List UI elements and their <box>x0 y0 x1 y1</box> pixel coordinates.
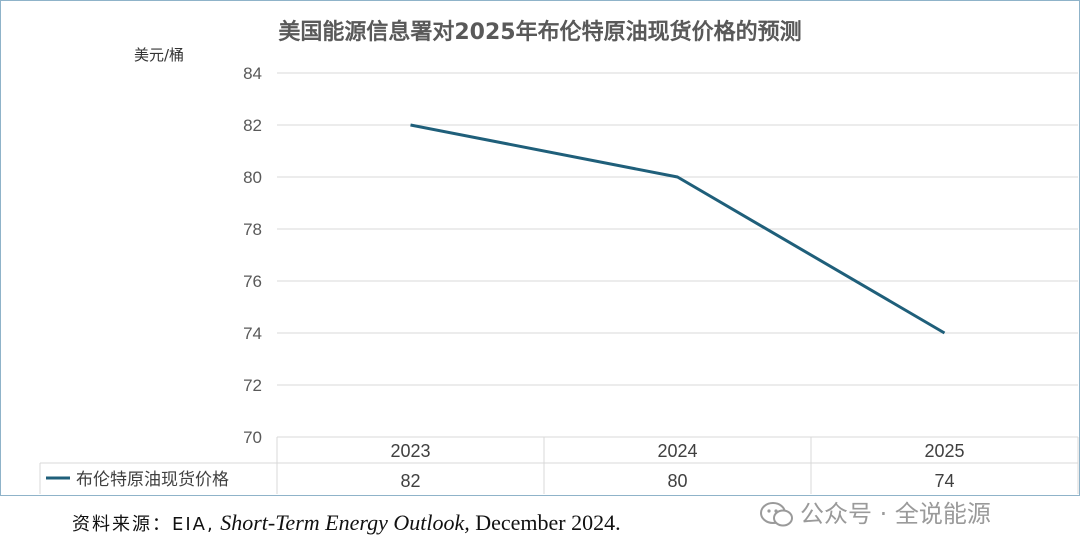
data-table-value: 74 <box>934 471 954 491</box>
data-table: 2023 2024 2025 82 80 74 布伦特原油现货价格 <box>39 436 1079 494</box>
source-note: 资料来源：EIA, Short-Term Energy Outlook, Dec… <box>72 510 621 536</box>
data-table-value: 80 <box>667 471 687 491</box>
y-tick-label: 74 <box>243 324 262 343</box>
y-tick-label: 84 <box>243 64 262 83</box>
data-table-value: 82 <box>400 471 420 491</box>
chart-frame <box>0 0 1080 496</box>
source-title: Short-Term Energy Outlook, <box>220 510 470 535</box>
y-tick-label: 72 <box>243 376 262 395</box>
y-axis-unit-label: 美元/桶 <box>134 46 185 64</box>
series-lines <box>410 123 946 335</box>
wechat-icon <box>760 502 793 527</box>
legend-series-name: 布伦特原油现货价格 <box>76 470 229 490</box>
source-date: December 2024. <box>475 510 621 535</box>
watermark: 公众号 · 全说能源 <box>760 494 991 529</box>
y-tick-label: 82 <box>243 116 262 135</box>
x-category-label: 2025 <box>924 441 964 461</box>
y-tick-label: 70 <box>243 428 262 447</box>
y-tick-label: 76 <box>243 272 262 291</box>
series-line <box>410 123 946 335</box>
x-category-label: 2023 <box>390 441 430 461</box>
source-prefix: 资料来源：EIA, <box>72 514 215 535</box>
grid-lines <box>277 72 1078 386</box>
watermark-text: 公众号 · 全说能源 <box>800 500 991 528</box>
y-tick-label: 80 <box>243 168 262 187</box>
line-chart: 70 72 74 76 78 80 82 84 2023 2024 2025 82 80 74 布伦特原油… <box>39 64 1079 494</box>
y-tick-label: 78 <box>243 220 262 239</box>
x-category-label: 2024 <box>657 441 697 461</box>
y-axis-ticks: 70 72 74 76 78 80 82 84 <box>243 64 262 447</box>
chart-title: 美国能源信息署对2025年布伦特原油现货价格的预测 <box>278 20 802 45</box>
